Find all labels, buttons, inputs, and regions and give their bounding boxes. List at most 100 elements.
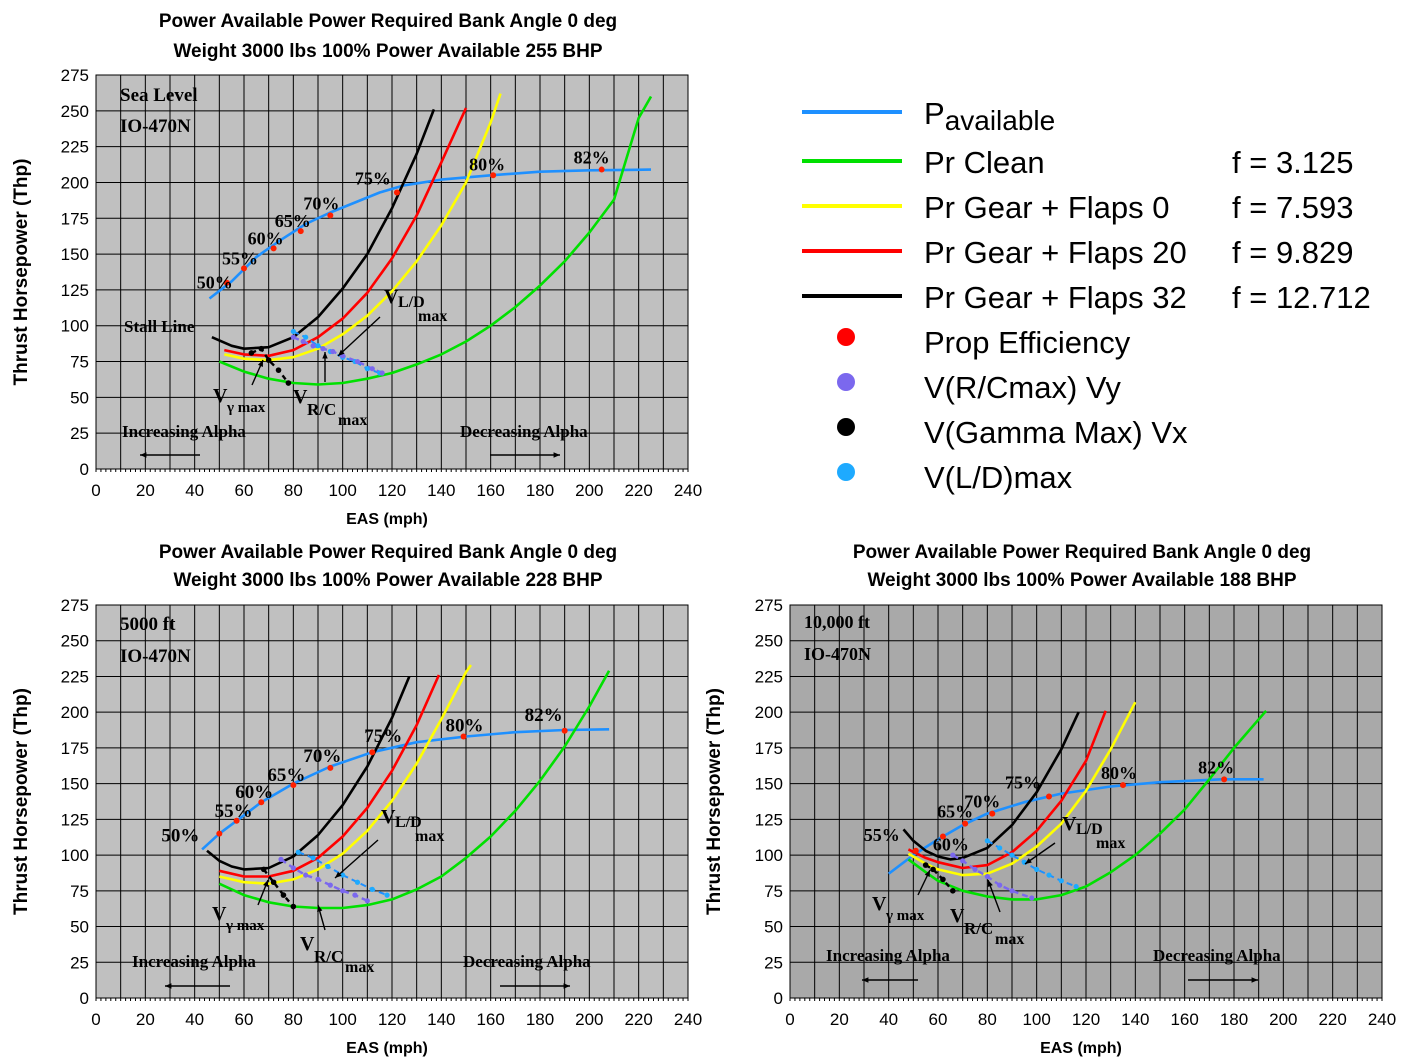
v-rc-max-point	[310, 343, 316, 349]
y-tick-label: 150	[61, 775, 89, 794]
v-gamma-max-line	[262, 868, 295, 908]
v-ld-max-point	[290, 328, 296, 335]
v-ld-max-subscript: L/D	[398, 294, 425, 311]
v-gamma-max-point	[930, 866, 936, 873]
prop-efficiency-label: 82%	[574, 148, 610, 168]
v-ld-max-point	[1034, 866, 1040, 872]
chart-title: Power Available Power Required Bank Angl…	[159, 542, 617, 563]
y-tick-label: 175	[61, 209, 89, 228]
panel-note: IO-470N	[804, 644, 871, 664]
v-gamma-max-point	[290, 903, 297, 910]
series-line-pr-gear-flaps-32	[902, 711, 1080, 861]
prop-efficiency-point	[1221, 776, 1228, 783]
prop-efficiency-label: 55%	[222, 248, 258, 268]
v-gamma-max-subscript: γ max	[225, 918, 265, 934]
x-tick-label: 240	[1368, 1010, 1396, 1029]
v-rc-max-subscript: R/C	[307, 400, 336, 419]
prop-efficiency-point	[939, 833, 946, 840]
v-rc-max-subscript-max: max	[345, 959, 374, 976]
prop-efficiency-label: 50%	[197, 273, 233, 293]
y-axis-label: Thrust Horsepower (Thp)	[11, 159, 32, 386]
chart-panel-3: Power Available Power Required Bank Angl…	[704, 542, 1396, 1057]
v-rc-max-point	[315, 876, 321, 882]
v-ld-max-subscript: L/D	[1076, 821, 1103, 838]
decreasing-alpha-label: Decreasing Alpha	[1153, 946, 1281, 965]
v-ld-max-point	[310, 855, 316, 861]
chart-subtitle: Weight 3000 lbs 100% Power Available 188…	[867, 570, 1296, 591]
v-rc-max-point	[960, 858, 966, 864]
x-tick-label: 160	[1170, 1010, 1198, 1029]
y-tick-label: 225	[755, 667, 783, 686]
v-gamma-max-annotation: V	[872, 893, 887, 915]
prop-efficiency-point	[216, 830, 223, 837]
series-line-pavailable	[887, 778, 1264, 875]
y-tick-label: 200	[755, 703, 783, 722]
v-gamma-max-subscript: γ max	[885, 908, 925, 924]
x-tick-label: 0	[91, 1010, 100, 1029]
prop-efficiency-point	[258, 799, 265, 806]
x-tick-label: 220	[624, 1010, 652, 1029]
panel-note: 10,000 ft	[804, 612, 870, 632]
x-tick-label: 60	[235, 481, 254, 500]
legend-swatch-dot	[837, 463, 855, 481]
v-ld-max-annotation: V	[381, 806, 396, 828]
prop-efficiency-point	[327, 212, 334, 219]
prop-efficiency-label: 70%	[964, 792, 1000, 812]
series-line-pr-clean	[218, 670, 611, 910]
chart-panel-2: Power Available Power Required Bank Angl…	[11, 542, 702, 1057]
panel-note: 5000 ft	[120, 614, 176, 635]
series-line-pr-gear-flaps-0	[219, 664, 472, 885]
v-gamma-max-annotation: V	[213, 385, 228, 407]
x-tick-label: 60	[235, 1010, 254, 1029]
y-tick-label: 275	[755, 596, 783, 615]
prop-efficiency-label: 60%	[235, 782, 273, 803]
v-gamma-max-point	[258, 345, 265, 352]
series-line-pr-gear-flaps-32	[211, 108, 436, 350]
v-rc-max-pointer-head	[322, 352, 328, 359]
prop-efficiency-label: 65%	[275, 211, 311, 231]
prop-efficiency-label: 80%	[446, 715, 484, 736]
y-tick-label: 200	[61, 703, 89, 722]
prop-efficiency-label: 80%	[1101, 763, 1137, 783]
prop-efficiency-point	[460, 733, 467, 740]
y-axis-label: Thrust Horsepower (Thp)	[704, 688, 725, 915]
v-ld-max-point	[984, 838, 990, 844]
v-gamma-max-point	[260, 866, 267, 873]
y-tick-label: 150	[61, 245, 89, 264]
legend-item: Pr Gear + Flaps 0 f = 7.593	[802, 190, 1354, 225]
v-rc-max-subscript-max: max	[995, 931, 1024, 948]
v-rc-max-pointer-head	[987, 880, 993, 887]
x-tick-label: 140	[1121, 1010, 1149, 1029]
legend-label: V(R/Cmax) Vy	[924, 370, 1121, 405]
chart-title: Power Available Power Required Bank Angl…	[159, 11, 617, 32]
v-ld-max-annotation: V	[384, 286, 399, 308]
y-tick-label: 75	[764, 882, 783, 901]
y-tick-label: 25	[70, 953, 89, 972]
v-ld-max-subscript-max: max	[415, 828, 444, 845]
legend-item: V(Gamma Max) Vx	[837, 415, 1188, 450]
v-ld-max-point	[325, 863, 331, 870]
x-tick-label: 120	[1072, 1010, 1100, 1029]
x-tick-label: 40	[185, 1010, 204, 1029]
v-gamma-max-point	[280, 892, 287, 898]
v-ld-max-point	[354, 879, 361, 885]
x-tick-label: 40	[185, 481, 204, 500]
series-line-pr-clean	[218, 95, 653, 386]
legend: Pavailable Pr Clean f = 3.125 Pr Gear + Fla…	[802, 96, 1371, 495]
v-ld-max-pointer-head	[1025, 858, 1032, 864]
increasing-alpha-label: Increasing Alpha	[132, 952, 256, 971]
x-tick-label: 40	[879, 1010, 898, 1029]
prop-efficiency-point	[223, 279, 230, 286]
y-tick-label: 275	[61, 66, 89, 85]
v-rc-max-subscript-max: max	[338, 412, 367, 429]
v-rc-max-point	[290, 865, 296, 871]
v-rc-max-point	[972, 866, 978, 872]
x-tick-label: 120	[378, 1010, 406, 1029]
increasing-alpha-label: Increasing Alpha	[122, 422, 246, 441]
y-tick-label: 275	[61, 596, 89, 615]
decreasing-alpha-label: Decreasing Alpha	[460, 422, 588, 441]
decreasing-alpha-label: Decreasing Alpha	[463, 952, 591, 971]
y-tick-label: 100	[755, 846, 783, 865]
v-gamma-max-pointer-head	[924, 870, 930, 877]
